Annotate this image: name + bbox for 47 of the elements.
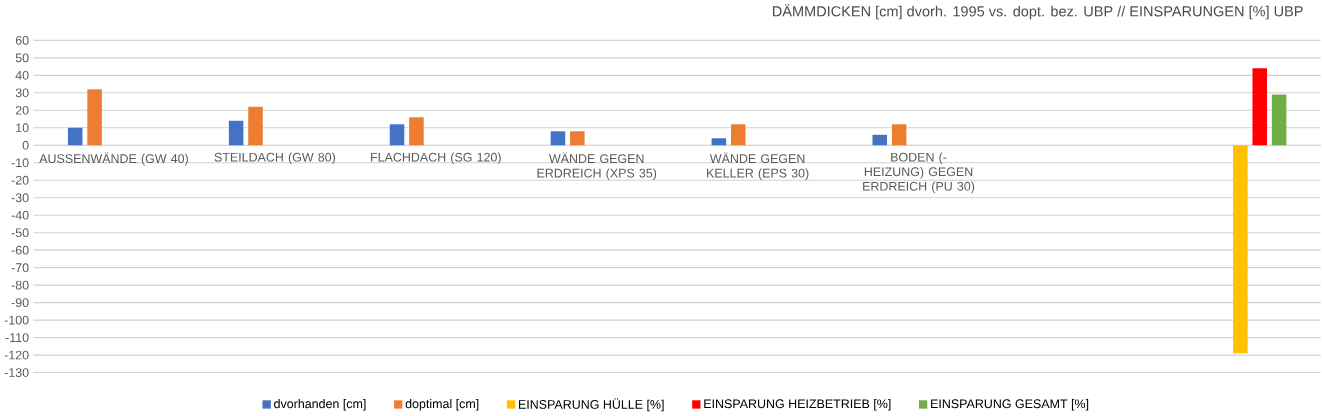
legend-label: doptimal [cm]: [405, 398, 479, 411]
bar: [891, 124, 907, 146]
y-tick-label: 10: [16, 123, 29, 133]
y-tick-label: -90: [11, 298, 29, 307]
y-tick-label: 20: [15, 105, 29, 115]
bar: [1252, 68, 1267, 146]
y-tick-label: -50: [11, 228, 29, 238]
bar: [730, 124, 746, 146]
chart-title: DÄMMDICKEN [cm] dvorh. 1995 vs. dopt. bez. UBP // EINSPARUNGEN [%] UBP: [772, 4, 1303, 20]
y-tick-label: -80: [11, 280, 29, 290]
y-tick-label: -40: [11, 210, 29, 220]
bar: [409, 117, 424, 146]
y-tick-label: -30: [11, 193, 29, 203]
y-tick-label: 0: [22, 140, 29, 150]
x-tick-label: WÄNDE GEGEN KELLER (EPS 30): [707, 152, 809, 180]
bar: [67, 127, 83, 146]
y-tick-label: -20: [11, 175, 29, 185]
x-tick-label: FLACHDACH (SG 120): [371, 152, 501, 165]
bar: [87, 89, 102, 146]
y-tick-label: 40: [15, 70, 29, 80]
legend-label: dvorhanden [cm]: [274, 398, 366, 411]
bar: [1271, 94, 1287, 146]
y-tick-label: -70: [11, 263, 29, 273]
y-tick-label: 60: [15, 35, 29, 45]
y-tick-label: 50: [15, 53, 29, 63]
bar: [248, 106, 263, 146]
y-tick-label: -60: [11, 245, 29, 255]
x-tick-label: BODEN (-HEIZUNG) GEGEN ERDREICH (PU 30): [863, 152, 975, 194]
bar: [711, 138, 727, 146]
x-tick-label: WÄNDE GEGEN ERDREICH (XPS 35): [537, 152, 657, 180]
bar: [389, 124, 405, 146]
x-tick-label: AUSSENWÄNDE (GW 40): [39, 152, 188, 166]
bar: [570, 131, 585, 146]
y-tick-label: -110: [5, 333, 29, 342]
y-tick-label: -120: [4, 350, 29, 360]
legend-label: EINSPARUNG HÜLLE [%]: [518, 398, 664, 412]
bar: [1233, 145, 1248, 354]
y-tick-label: 30: [15, 88, 29, 98]
bar: [550, 131, 566, 146]
y-tick-label: -130: [4, 368, 29, 377]
x-tick-label: STEILDACH (GW 80): [214, 152, 336, 165]
y-tick-label: -100: [4, 315, 29, 325]
legend-label: EINSPARUNG HEIZBETRIEB [%]: [704, 398, 891, 411]
bar: [228, 120, 244, 146]
y-tick-label: -10: [11, 158, 29, 168]
bar: [872, 134, 888, 146]
legend-label: EINSPARUNG GESAMT [%]: [931, 398, 1089, 411]
